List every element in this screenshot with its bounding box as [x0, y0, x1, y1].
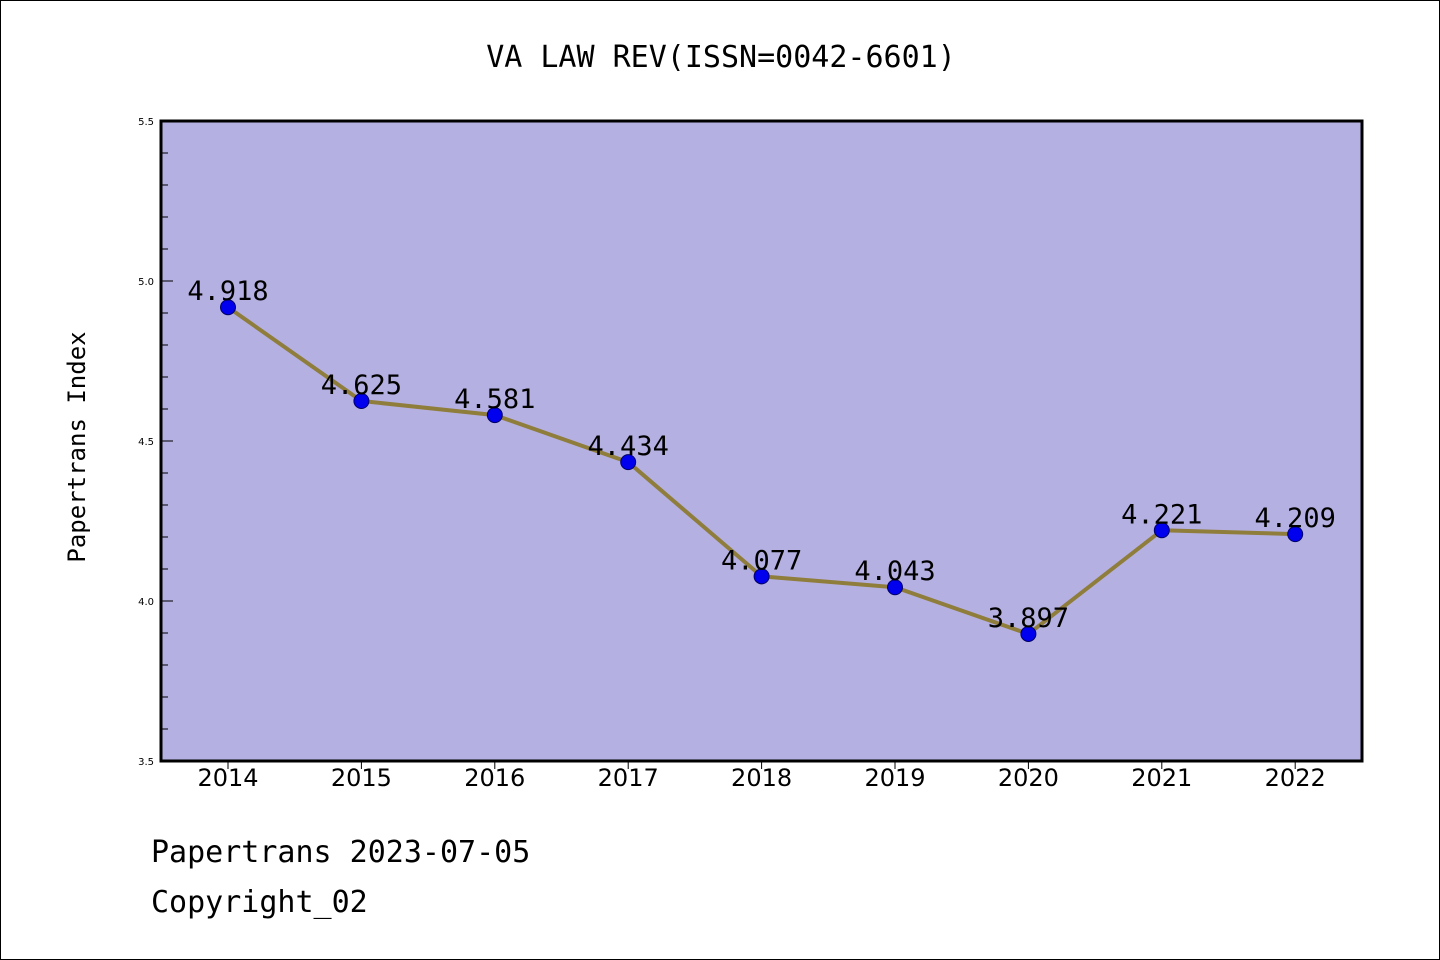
footer-date: Papertrans 2023-07-05 — [151, 835, 531, 870]
y-tick-label: 5.5 — [138, 117, 154, 128]
x-tick-label: 2021 — [1131, 764, 1192, 792]
data-label: 4.077 — [721, 545, 802, 576]
x-tick-label: 2016 — [464, 764, 525, 792]
data-label: 4.221 — [1121, 499, 1202, 530]
data-point — [887, 579, 903, 596]
y-tick-label: 4.5 — [138, 437, 154, 448]
y-tick-label: 3.5 — [138, 757, 154, 768]
data-points — [220, 299, 1304, 642]
x-tick-label: 2015 — [331, 764, 392, 792]
plot-area — [161, 121, 1362, 761]
data-label: 4.625 — [321, 370, 402, 401]
data-point — [753, 568, 770, 585]
chart-title: VA LAW REV(ISSN=0042-6601) — [486, 40, 956, 75]
y-tick-label: 4.0 — [138, 597, 154, 608]
plot-border — [159, 119, 1364, 763]
x-tick-label: 2014 — [197, 764, 258, 792]
y-tick-label: 5.0 — [138, 277, 154, 288]
footer-copyright: Copyright_02 — [151, 885, 368, 920]
y-axis-label: Papertrans Index — [63, 331, 91, 562]
data-labels: 4.918 4.625 4.581 4.434 4.077 4.043 3.897 4.221… — [187, 276, 1335, 634]
x-tick-label: 2019 — [864, 764, 925, 792]
data-point — [1153, 522, 1170, 539]
x-tick-label: 2018 — [731, 764, 792, 792]
data-label: 4.918 — [187, 276, 268, 307]
data-point — [1287, 526, 1304, 543]
data-point — [620, 454, 637, 471]
x-tick-label: 2022 — [1265, 764, 1326, 792]
data-label: 4.209 — [1255, 503, 1336, 534]
data-label: 4.043 — [854, 556, 935, 587]
x-tick-label: 2017 — [598, 764, 659, 792]
data-label: 3.897 — [988, 603, 1069, 634]
data-point — [353, 393, 370, 409]
data-label: 4.581 — [454, 384, 535, 415]
data-point — [1020, 625, 1037, 642]
data-label: 4.434 — [588, 431, 669, 462]
data-point — [220, 299, 236, 316]
data-point — [486, 407, 503, 424]
x-axis: 2014 2015 2016 2017 2018 2019 2020 2021 2022 — [197, 761, 1326, 792]
x-tick-label: 2020 — [998, 764, 1059, 792]
